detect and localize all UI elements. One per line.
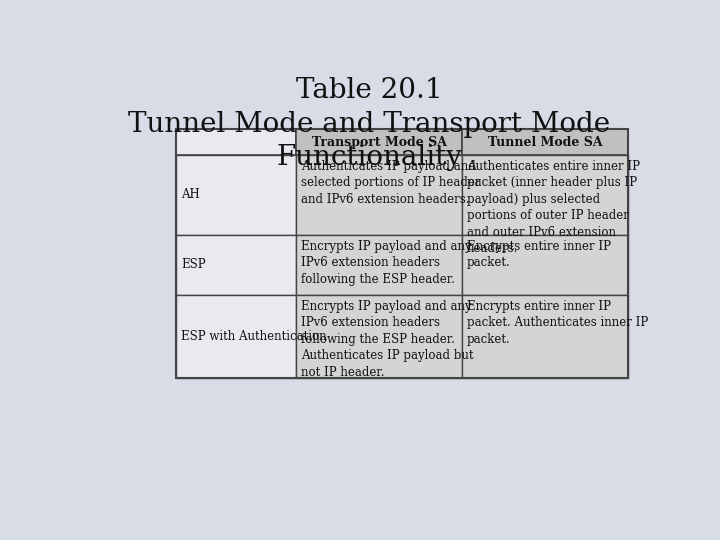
Text: Encrypts IP payload and any
IPv6 extension headers
following the ESP header.
Aut: Encrypts IP payload and any IPv6 extensi… — [301, 300, 473, 379]
Text: Encrypts entire inner IP
packet.: Encrypts entire inner IP packet. — [467, 240, 611, 269]
Text: Tunnel Mode SA: Tunnel Mode SA — [488, 136, 603, 148]
Text: Tunnel Mode and Transport Mode: Tunnel Mode and Transport Mode — [128, 111, 610, 138]
Bar — [462, 129, 629, 155]
Text: Encrypts entire inner IP
packet. Authenticates inner IP
packet.: Encrypts entire inner IP packet. Authent… — [467, 300, 648, 346]
Text: Functionality: Functionality — [276, 144, 462, 171]
Bar — [176, 235, 296, 295]
Bar — [462, 235, 629, 295]
Text: Authenticates IP payload and
selected portions of IP header
and IPv6 extension h: Authenticates IP payload and selected po… — [301, 160, 480, 206]
Bar — [176, 155, 296, 235]
Text: AH: AH — [181, 188, 199, 201]
Bar — [176, 129, 296, 155]
Text: Authenticates entire inner IP
packet (inner header plus IP
payload) plus selecte: Authenticates entire inner IP packet (in… — [467, 160, 639, 255]
Bar — [176, 129, 629, 378]
Text: ESP with Authentication: ESP with Authentication — [181, 330, 327, 343]
Bar — [462, 155, 629, 235]
Text: Table 20.1: Table 20.1 — [296, 77, 442, 104]
Text: Transport Mode SA: Transport Mode SA — [312, 136, 446, 148]
Bar — [176, 295, 296, 378]
Text: ESP: ESP — [181, 258, 206, 271]
Bar — [296, 129, 462, 155]
Bar — [296, 235, 462, 295]
Text: Encrypts IP payload and any
IPv6 extension headers
following the ESP header.: Encrypts IP payload and any IPv6 extensi… — [301, 240, 472, 286]
Bar — [296, 155, 462, 235]
Bar — [296, 295, 462, 378]
Bar — [462, 295, 629, 378]
